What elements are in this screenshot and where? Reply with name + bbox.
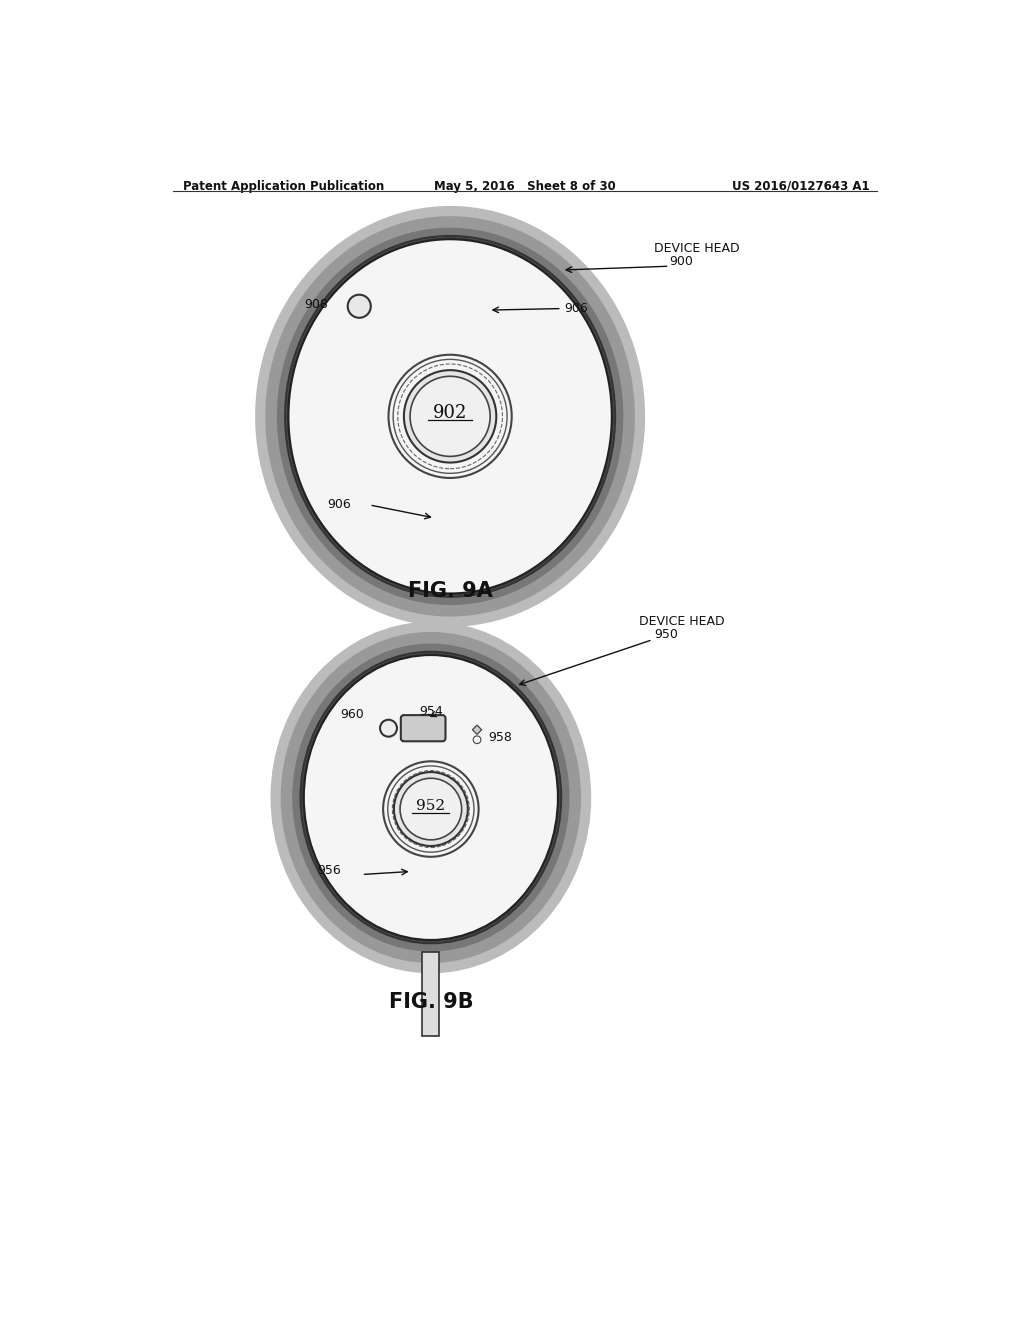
Text: 958: 958 (488, 731, 512, 744)
Text: DEVICE HEAD: DEVICE HEAD (654, 242, 739, 255)
FancyBboxPatch shape (430, 521, 485, 529)
FancyBboxPatch shape (409, 879, 461, 887)
Ellipse shape (301, 652, 561, 942)
Text: FIG. 9B: FIG. 9B (388, 991, 473, 1011)
FancyBboxPatch shape (429, 512, 486, 520)
Circle shape (348, 294, 371, 318)
Text: FIG. 9A: FIG. 9A (408, 581, 493, 601)
Text: May 5, 2016   Sheet 8 of 30: May 5, 2016 Sheet 8 of 30 (434, 180, 615, 193)
Text: US 2016/0127643 A1: US 2016/0127643 A1 (732, 180, 869, 193)
FancyBboxPatch shape (407, 869, 463, 878)
Circle shape (380, 719, 397, 737)
FancyBboxPatch shape (422, 298, 494, 306)
Text: 902: 902 (433, 404, 467, 422)
Ellipse shape (410, 376, 490, 457)
Ellipse shape (286, 236, 614, 597)
Text: 954: 954 (419, 705, 443, 718)
Ellipse shape (304, 655, 558, 940)
FancyBboxPatch shape (412, 888, 458, 898)
Text: 900: 900 (670, 255, 693, 268)
FancyBboxPatch shape (440, 345, 475, 352)
Text: 906: 906 (327, 499, 350, 511)
Ellipse shape (403, 370, 497, 462)
FancyBboxPatch shape (429, 317, 486, 325)
FancyBboxPatch shape (400, 715, 445, 742)
Text: 960: 960 (340, 708, 364, 721)
Bar (422, 952, 439, 1036)
Text: DEVICE HEAD: DEVICE HEAD (639, 615, 724, 628)
FancyBboxPatch shape (437, 335, 478, 343)
Polygon shape (472, 725, 481, 734)
FancyBboxPatch shape (435, 540, 480, 548)
Ellipse shape (394, 772, 468, 846)
FancyBboxPatch shape (426, 308, 489, 315)
Text: 952: 952 (417, 799, 445, 813)
Text: 956: 956 (316, 865, 341, 878)
Ellipse shape (400, 779, 462, 840)
Text: Patent Application Publication: Patent Application Publication (183, 180, 384, 193)
Text: 950: 950 (654, 628, 678, 642)
Text: 908: 908 (304, 298, 328, 312)
FancyBboxPatch shape (433, 326, 483, 334)
Text: 906: 906 (564, 302, 588, 315)
FancyBboxPatch shape (433, 531, 483, 539)
Ellipse shape (289, 239, 611, 594)
